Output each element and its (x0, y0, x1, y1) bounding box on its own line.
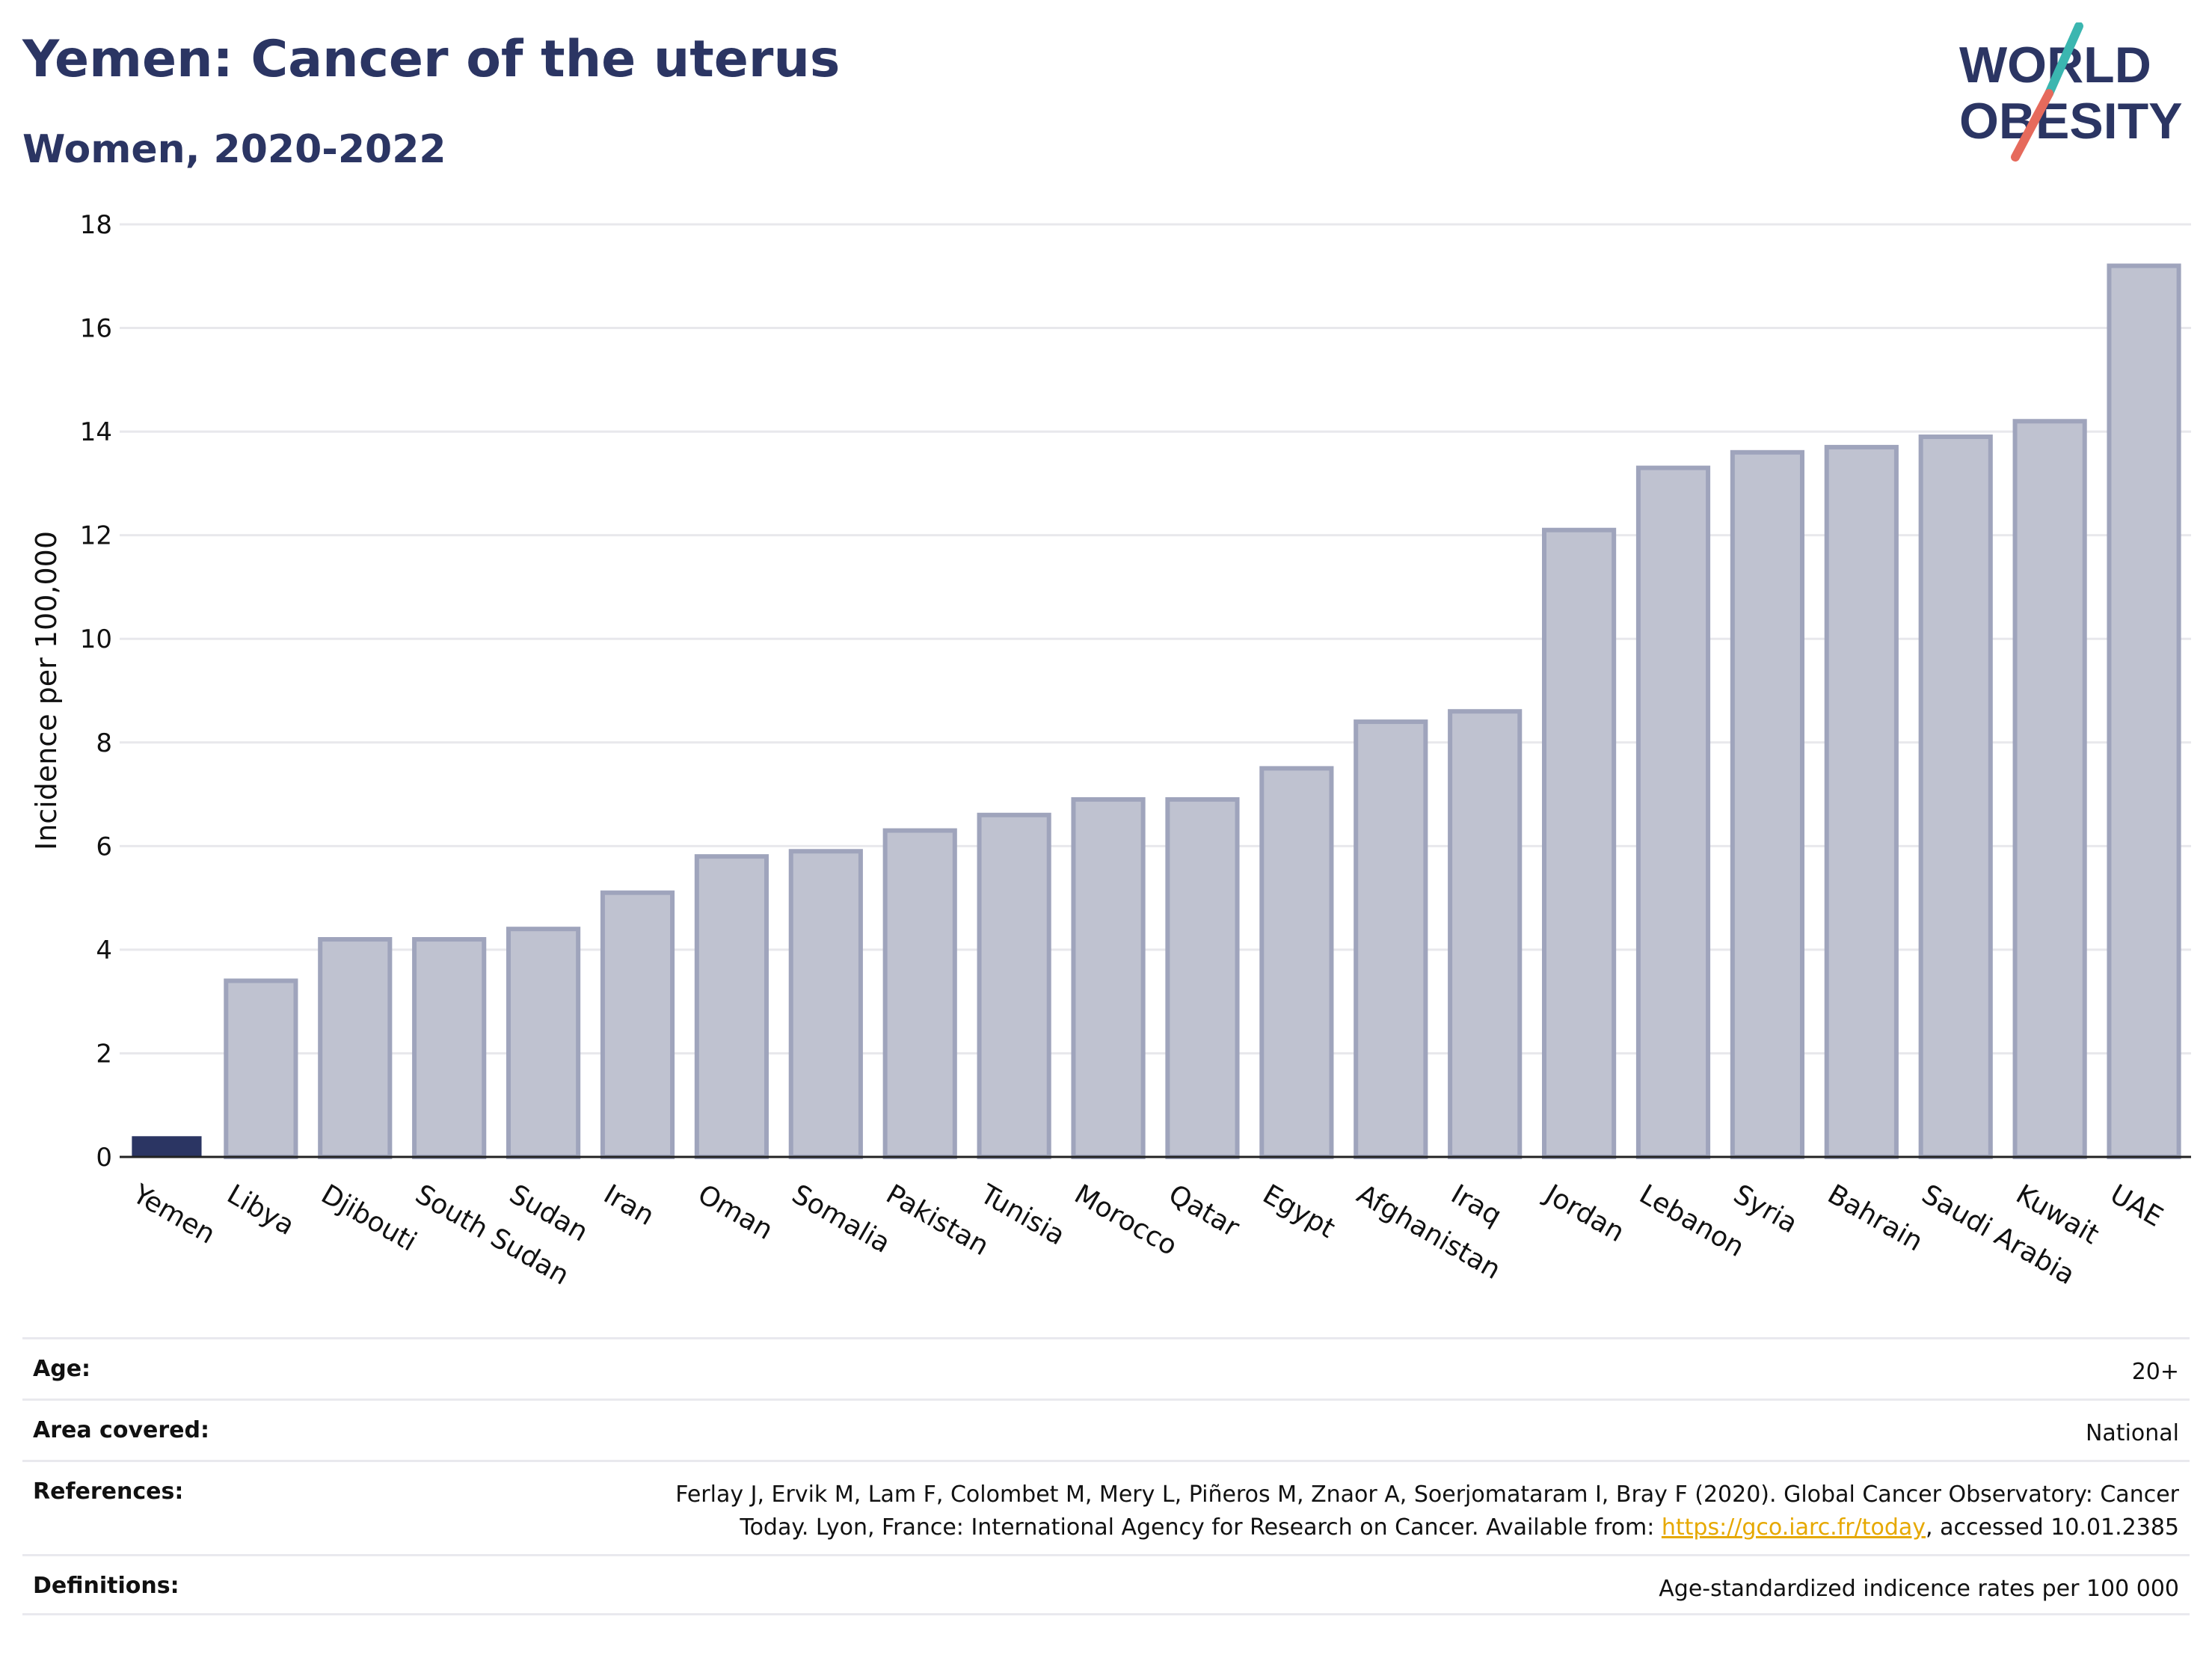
info-row-area: Area covered: National (22, 1398, 2190, 1460)
x-tick-label: Djibouti (316, 1179, 421, 1257)
x-tick-label: Somalia (787, 1179, 895, 1259)
references-link[interactable]: https://gco.iarc.fr/today (1661, 1514, 1926, 1541)
bar-tunisia (977, 812, 1051, 1159)
y-tick-label: 0 (96, 1143, 112, 1173)
bar-iran (600, 890, 675, 1160)
chart-subtitle: Women, 2020-2022 (22, 127, 446, 172)
x-tick-label: Bahrain (1822, 1179, 1928, 1257)
bar-uae (2107, 263, 2181, 1159)
y-axis-label: Incidence per 100,000 (30, 531, 63, 850)
world-obesity-logo: WORLD OBESITY (1959, 22, 2183, 162)
bar-kuwait (2012, 419, 2087, 1159)
bar-djibouti (318, 937, 393, 1159)
definitions-label: Definitions: (33, 1573, 179, 1599)
references-label: References: (33, 1479, 184, 1505)
x-tick-label: Pakistan (881, 1179, 994, 1262)
y-tick-labels: 0 2 4 6 8 10 12 14 16 18 (80, 210, 112, 1173)
chart-title: Yemen: Cancer of the uterus (22, 30, 841, 89)
bar-bahrain (1824, 444, 1899, 1159)
x-tick-label: Libya (222, 1179, 300, 1241)
references-value: Ferlay J, Ervik M, Lam F, Colombet M, Me… (675, 1479, 2179, 1544)
bar-pakistan (882, 828, 957, 1159)
bar-jordan (1542, 527, 1617, 1159)
x-tick-label: Yemen (127, 1179, 221, 1250)
info-row-definitions: Definitions: Age-standardized indicence … (22, 1554, 2190, 1615)
age-label: Age: (33, 1356, 91, 1382)
bar-iraq (1448, 709, 1523, 1159)
x-tick-label: Morocco (1069, 1179, 1182, 1262)
y-tick-label: 2 (96, 1039, 112, 1069)
y-tick-label: 8 (96, 728, 112, 758)
references-line1: Ferlay J, Ervik M, Lam F, Colombet M, Me… (675, 1481, 2179, 1508)
bar-afghanistan (1354, 719, 1428, 1159)
bar-somalia (788, 849, 863, 1159)
info-row-references: References: Ferlay J, Ervik M, Lam F, Co… (22, 1460, 2190, 1554)
y-tick-label: 6 (96, 832, 112, 862)
logo-coral-slash (2011, 89, 2053, 162)
definitions-value: Age-standardized indicence rates per 100… (1659, 1576, 2179, 1602)
y-tick-label: 18 (80, 210, 112, 240)
bar-egypt (1259, 766, 1334, 1159)
bars (132, 263, 2181, 1160)
age-value: 20+ (2131, 1359, 2179, 1385)
references-line2-pre: Today. Lyon, France: International Agenc… (740, 1514, 1662, 1541)
x-tick-label: Iran (598, 1179, 659, 1232)
y-tick-label: 10 (80, 624, 112, 654)
x-tick-label: Iraq (1446, 1179, 1506, 1232)
bar-qatar (1165, 796, 1240, 1159)
x-tick-label: Lebanon (1634, 1179, 1749, 1263)
logo-teal-slash (2044, 22, 2083, 98)
bar-lebanon (1635, 465, 1711, 1160)
info-table: Age: 20+ Area covered: National Referenc… (22, 1337, 2190, 1615)
y-tick-label: 12 (80, 521, 112, 551)
logo-line2: OBESITY (1959, 93, 2183, 150)
area-value: National (2085, 1420, 2179, 1446)
y-tick-label: 16 (80, 314, 112, 344)
references-line2-post: , accessed 10.01.2385 (1926, 1514, 2179, 1541)
x-tick-label: Jordan (1539, 1178, 1629, 1248)
bar-sudan (506, 927, 581, 1160)
bar-yemen (132, 1136, 202, 1157)
x-tick-label: Egypt (1258, 1179, 1340, 1244)
bar-saudi-arabia (1918, 435, 1993, 1159)
bar-south-sudan (412, 937, 487, 1159)
bar-libya (224, 978, 298, 1160)
y-tick-label: 14 (80, 417, 112, 447)
y-tick-label: 4 (96, 936, 112, 965)
bar-syria (1730, 449, 1804, 1160)
info-row-age: Age: 20+ (22, 1337, 2190, 1398)
bar-oman (694, 854, 769, 1159)
x-tick-label: UAE (2105, 1179, 2168, 1232)
bar-morocco (1071, 796, 1146, 1159)
area-label: Area covered: (33, 1417, 209, 1443)
x-tick-label: Oman (692, 1179, 778, 1246)
